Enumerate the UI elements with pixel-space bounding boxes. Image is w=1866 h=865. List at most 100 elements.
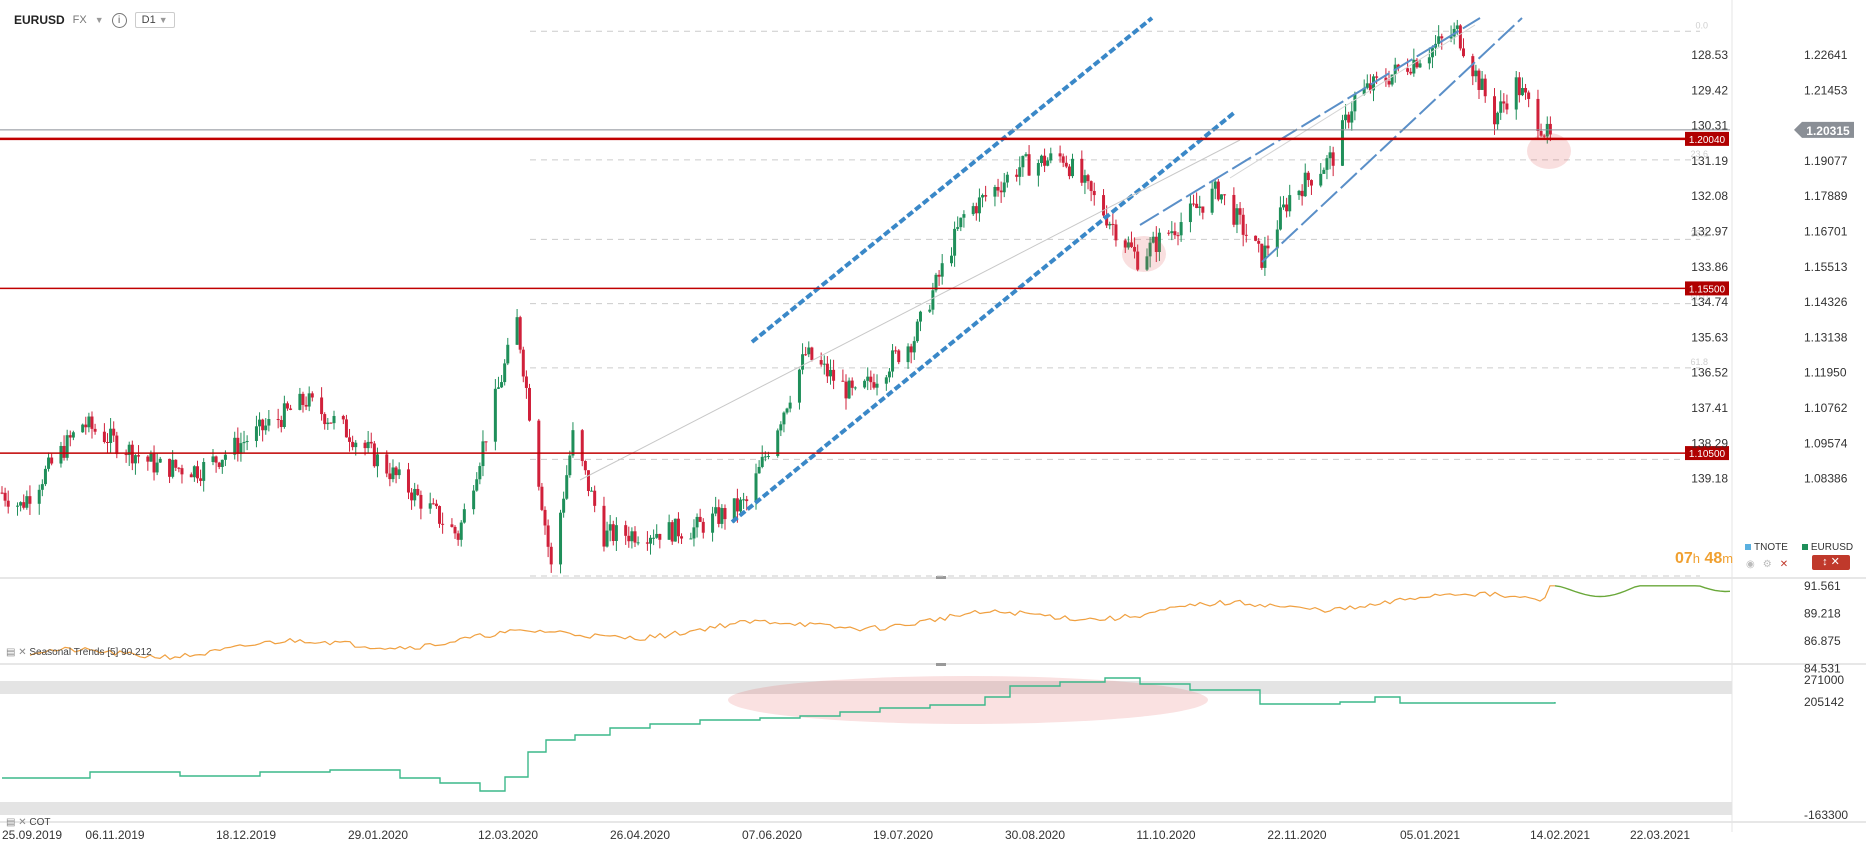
candle-down xyxy=(1309,180,1313,186)
eye-icon[interactable]: ◉ xyxy=(1746,559,1755,570)
x-tick-label: 06.11.2019 xyxy=(85,828,144,842)
candle-down xyxy=(869,376,873,383)
candle-down xyxy=(1114,224,1118,241)
candle-up xyxy=(1108,223,1112,226)
candle-down xyxy=(1064,162,1068,167)
candle-down xyxy=(627,535,631,542)
candle-up xyxy=(847,380,851,399)
candle-up xyxy=(1340,120,1344,166)
candle-down xyxy=(453,526,457,534)
seasonal-y-tick: 91.561 xyxy=(1804,579,1841,593)
panel-menu-icon[interactable]: ▤ ✕ xyxy=(6,817,27,828)
candle-up xyxy=(1496,112,1500,125)
candle-down xyxy=(1254,235,1258,241)
candle-up xyxy=(459,522,463,540)
fib-level-label: 61.8 xyxy=(1690,357,1708,367)
candle-up xyxy=(977,197,981,214)
candle-up xyxy=(1219,194,1223,200)
candle-up xyxy=(127,444,131,455)
candle-up xyxy=(757,466,761,474)
seasonal-title: Seasonal Trends [5] 90.212 xyxy=(29,647,152,658)
info-icon[interactable]: i xyxy=(111,12,127,28)
candle-up xyxy=(931,290,935,310)
candle-down xyxy=(1266,245,1270,249)
candle-up xyxy=(282,403,286,427)
candle-down xyxy=(658,533,662,540)
y-tick-left: 133.86 xyxy=(1691,260,1728,274)
settings-icon[interactable]: ⚙ xyxy=(1762,559,1772,570)
candle-up xyxy=(875,383,879,388)
countdown-hours: 07 xyxy=(1675,550,1693,567)
candle-down xyxy=(174,459,178,468)
timeframe-select[interactable]: D1 ▼ xyxy=(134,12,175,28)
close-icon[interactable]: ✕ xyxy=(1779,559,1789,570)
candle-down xyxy=(363,442,367,449)
candle-down xyxy=(410,492,414,501)
candle-up xyxy=(1474,70,1478,77)
candle-up xyxy=(714,507,718,514)
candle-up xyxy=(993,186,997,197)
candle-down xyxy=(804,354,808,356)
candle-up xyxy=(1499,101,1503,113)
candle-down xyxy=(1241,214,1245,235)
y-tick-right: 1.21453 xyxy=(1804,83,1848,97)
candle-up xyxy=(87,416,91,428)
candle-down xyxy=(1471,56,1475,77)
highlight-circle xyxy=(1527,133,1571,169)
legend-eurusd[interactable]: EURUSD xyxy=(1801,542,1853,553)
candle-up xyxy=(1018,167,1022,177)
candle-down xyxy=(416,488,420,495)
candle-up xyxy=(506,344,510,364)
candle-down xyxy=(189,474,193,478)
overlay-close-button[interactable]: ↕ ✕ xyxy=(1812,555,1850,570)
x-tick-label: 05.01.2021 xyxy=(1400,828,1460,842)
candle-down xyxy=(1527,92,1531,99)
candle-down xyxy=(1086,175,1090,182)
candle-up xyxy=(1039,155,1043,164)
candle-down xyxy=(701,521,705,533)
candle-down xyxy=(1080,158,1084,183)
candle-up xyxy=(568,455,572,476)
y-tick-right: 1.16701 xyxy=(1804,225,1848,239)
candle-up xyxy=(906,346,910,363)
candle-down xyxy=(276,419,280,421)
candle-down xyxy=(152,453,156,473)
candle-up xyxy=(149,453,153,462)
candle-down xyxy=(1223,194,1227,196)
candle-up xyxy=(211,456,215,463)
candle-up xyxy=(950,255,953,264)
candle-down xyxy=(1257,240,1261,244)
panel-menu-icon[interactable]: ▤ ✕ xyxy=(6,647,27,658)
candle-down xyxy=(850,380,854,388)
candle-down xyxy=(1123,240,1127,248)
candle-down xyxy=(1105,215,1109,226)
candle-down xyxy=(137,455,141,457)
candle-up xyxy=(853,387,857,389)
y-tick-right: 1.13138 xyxy=(1804,330,1848,344)
candle-down xyxy=(1415,59,1419,68)
candle-down xyxy=(937,274,941,277)
candle-up xyxy=(354,442,358,448)
candle-down xyxy=(1306,172,1310,181)
candle-down xyxy=(214,456,218,463)
candle-up xyxy=(571,430,575,456)
y-tick-left: 128.53 xyxy=(1691,48,1728,62)
candle-up xyxy=(1412,59,1416,74)
candle-down xyxy=(1517,77,1521,96)
candle-up xyxy=(928,309,932,312)
candle-up xyxy=(915,321,919,342)
candle-up xyxy=(673,518,677,542)
candle-up xyxy=(1046,160,1050,166)
chevron-down-icon[interactable]: ▼ xyxy=(94,15,104,25)
candle-up xyxy=(695,516,699,528)
symbol-label[interactable]: EURUSD xyxy=(14,13,65,27)
candle-down xyxy=(285,403,289,409)
candle-down xyxy=(1089,181,1093,191)
candle-down xyxy=(1092,190,1096,196)
candle-down xyxy=(180,468,184,475)
candle-down xyxy=(909,346,913,353)
candle-down xyxy=(1406,68,1410,72)
trendline-thin xyxy=(579,139,1241,481)
legend-tnote[interactable]: TNOTE xyxy=(1745,542,1788,553)
